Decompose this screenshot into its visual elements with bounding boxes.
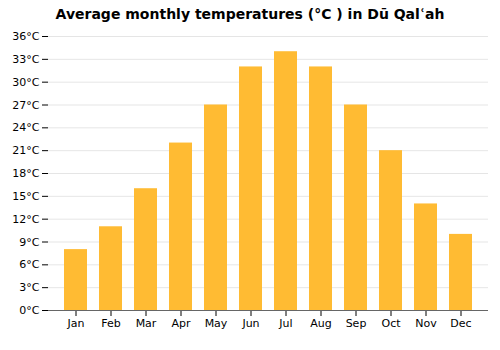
svg-text:21°C: 21°C — [12, 144, 39, 157]
svg-text:27°C: 27°C — [12, 99, 39, 112]
svg-text:Jun: Jun — [241, 317, 259, 330]
svg-text:May: May — [205, 317, 228, 330]
svg-text:Oct: Oct — [381, 317, 401, 330]
svg-text:Jul: Jul — [278, 317, 292, 330]
html-text:Average monthly temperatures (: Average monthly temperatures (°C ) in Dū… — [55, 6, 445, 22]
svg-text:Feb: Feb — [101, 317, 120, 330]
svg-text:Nov: Nov — [415, 317, 437, 330]
svg-text:Sep: Sep — [346, 317, 367, 330]
svg-text:30°C: 30°C — [12, 76, 39, 89]
svg-text:6°C: 6°C — [19, 258, 39, 271]
svg-text:Dec: Dec — [450, 317, 471, 330]
svg-text:18°C: 18°C — [12, 167, 39, 180]
svg-text:15°C: 15°C — [12, 190, 39, 203]
svg-text:24°C: 24°C — [12, 121, 39, 134]
svg-text:0°C: 0°C — [19, 304, 39, 317]
svg-text:Jan: Jan — [67, 317, 85, 330]
svg-text:3°C: 3°C — [19, 281, 39, 294]
svg-text:Apr: Apr — [171, 317, 191, 330]
svg-text:33°C: 33°C — [12, 53, 39, 66]
svg-text:36°C: 36°C — [12, 30, 39, 43]
svg-text:Aug: Aug — [310, 317, 331, 330]
svg-text:12°C: 12°C — [12, 213, 39, 226]
svg-text:Mar: Mar — [136, 317, 157, 330]
svg-text:9°C: 9°C — [19, 236, 39, 249]
